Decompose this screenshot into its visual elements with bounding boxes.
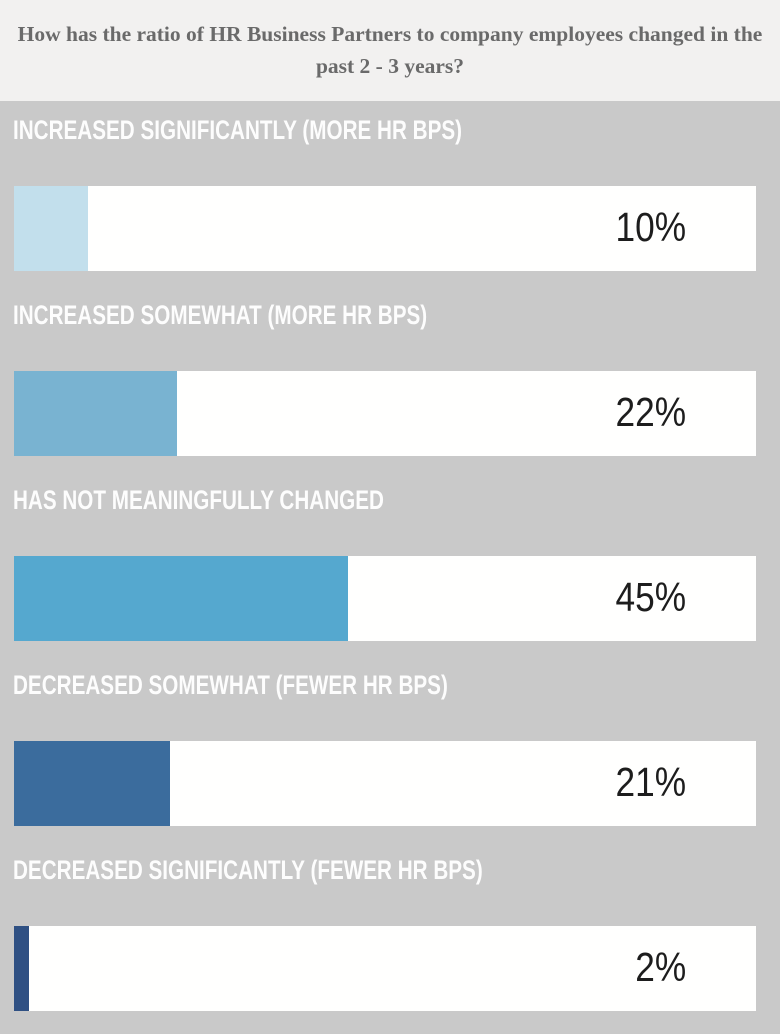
bar-row: DECREASED SIGNIFICANTLY (FEWER HR BPS) 2… xyxy=(0,841,780,1026)
bar-fill xyxy=(14,741,170,826)
bar-row: INCREASED SIGNIFICANTLY (MORE HR BPS) 10… xyxy=(0,101,780,286)
bar-track: 10% xyxy=(14,186,756,271)
question-header: How has the ratio of HR Business Partner… xyxy=(0,0,780,101)
bar-chart: INCREASED SIGNIFICANTLY (MORE HR BPS) 10… xyxy=(0,101,780,1026)
value-label: 45% xyxy=(615,573,686,620)
bar-row: HAS NOT MEANINGFULLY CHANGED 45% xyxy=(0,471,780,656)
value-label: 22% xyxy=(615,388,686,435)
value-label: 2% xyxy=(635,943,686,990)
category-label: INCREASED SOMEWHAT (MORE HR BPS) xyxy=(13,300,428,330)
category-label: INCREASED SIGNIFICANTLY (MORE HR BPS) xyxy=(13,115,463,145)
value-label: 10% xyxy=(615,203,686,250)
bar-fill xyxy=(14,371,178,456)
bar-track: 2% xyxy=(14,926,756,1011)
category-label: DECREASED SIGNIFICANTLY (FEWER HR BPS) xyxy=(13,855,483,885)
bar-track: 21% xyxy=(14,741,756,826)
bar-row: INCREASED SOMEWHAT (MORE HR BPS) 22% xyxy=(0,286,780,471)
bar-fill xyxy=(14,556,348,641)
question-title: How has the ratio of HR Business Partner… xyxy=(17,22,763,78)
bar-track: 45% xyxy=(14,556,756,641)
category-label: DECREASED SOMEWHAT (FEWER HR BPS) xyxy=(13,670,448,700)
bar-fill xyxy=(14,186,89,271)
category-label: HAS NOT MEANINGFULLY CHANGED xyxy=(13,485,384,515)
value-label: 21% xyxy=(615,758,686,805)
bar-track: 22% xyxy=(14,371,756,456)
bar-row: DECREASED SOMEWHAT (FEWER HR BPS) 21% xyxy=(0,656,780,841)
bar-fill xyxy=(14,926,29,1011)
